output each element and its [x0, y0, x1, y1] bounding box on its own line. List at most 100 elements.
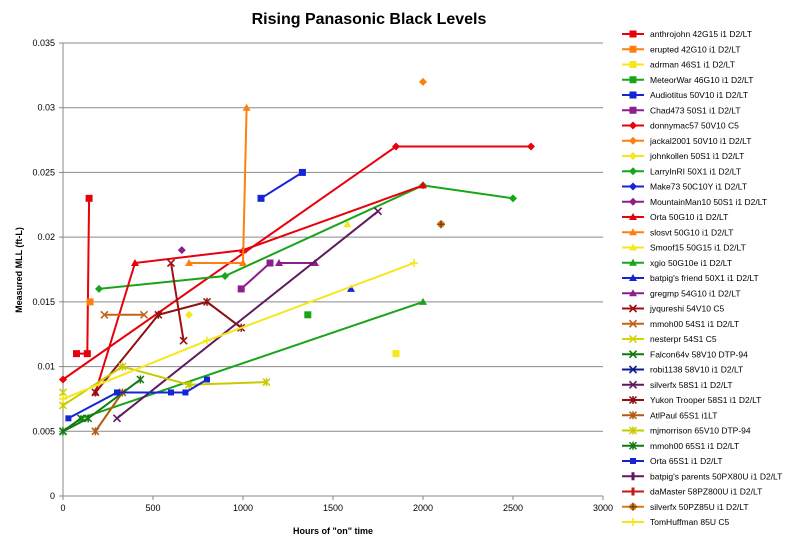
legend-item: daMaster 58PZ800U i1 D2/LT — [622, 487, 762, 497]
legend-label: xgio 50G10e i1 D2/LT — [650, 258, 732, 268]
legend-label: daMaster 58PZ800U i1 D2/LT — [650, 487, 762, 497]
series — [91, 297, 246, 397]
data-point — [84, 414, 93, 423]
legend-item: donnymac57 50V10 C5 — [622, 121, 739, 131]
series — [343, 220, 352, 228]
series — [86, 298, 94, 306]
legend-item: Yukon Trooper 58S1 i1 D2/LT — [622, 395, 761, 405]
legend-marker — [629, 91, 637, 99]
legend-marker — [629, 136, 637, 145]
legend-marker — [629, 274, 637, 281]
series — [73, 194, 93, 358]
data-point — [91, 388, 100, 397]
y-axis-label: Measured MLL (ft-L) — [14, 227, 24, 313]
y-tick-label: 0.005 — [32, 426, 55, 436]
data-point — [275, 259, 283, 267]
data-point — [392, 350, 400, 358]
legend-item: erupted 42G10 i1 D2/LT — [622, 44, 741, 54]
legend-marker — [631, 472, 635, 481]
data-point — [410, 259, 418, 268]
legend-marker — [628, 334, 638, 344]
legend-marker — [629, 243, 637, 251]
data-point — [239, 259, 247, 267]
legend-item: mmoh00 65S1 i1 D2/LT — [622, 441, 739, 451]
data-point — [184, 380, 194, 389]
legend-marker — [629, 106, 637, 114]
data-point — [343, 220, 352, 228]
series-line — [98, 184, 514, 290]
legend-item: jyqureshi 54V10 C5 — [622, 304, 724, 314]
data-point — [203, 336, 211, 345]
series — [347, 284, 355, 292]
data-point — [58, 388, 68, 397]
legend-item: anthrojohn 42G15 i1 D2/LT — [622, 29, 752, 39]
legend-box — [614, 22, 794, 528]
data-point — [437, 220, 445, 229]
data-point — [112, 414, 122, 423]
legend: anthrojohn 42G15 i1 D2/LT erupted 42G10 i… — [622, 29, 782, 527]
data-point — [204, 376, 210, 383]
data-point — [419, 297, 427, 305]
data-point — [237, 285, 245, 293]
legend-marker — [629, 30, 637, 38]
data-point — [65, 415, 72, 422]
marker-cross — [629, 502, 637, 511]
legend-label: mmoh00 65S1 i1 D2/LT — [650, 441, 739, 451]
data-point — [154, 310, 163, 319]
legend-item: MeteorWar 46G10 i1 D2/LT — [622, 75, 753, 85]
y-ticks: 0 0.005 0.01 0.015 0.02 0.025 0.03 0.035 — [32, 38, 63, 501]
legend-label: batpig's parents 50PX80U i1 D2/LT — [650, 471, 782, 481]
legend-item: LarryInRI 50X1 i1 D2/LT — [622, 166, 741, 176]
series-line — [94, 184, 424, 393]
legend-label: adrman 46S1 i1 D2/LT — [650, 60, 735, 70]
data-point — [139, 310, 149, 319]
legend-item: slosvt 50G10 i1 D2/LT — [622, 227, 733, 237]
legend-item: MountainMan10 50S1 i1 D2/LT — [622, 197, 767, 207]
data-point — [266, 259, 274, 267]
legend-label: Orta 50G10 i1 D2/LT — [650, 212, 728, 222]
legend-marker — [629, 76, 637, 84]
data-point — [257, 194, 265, 202]
legend-item: Audiotitus 50V10 i1 D2/LT — [622, 90, 748, 100]
data-point — [136, 375, 145, 384]
data-point — [509, 194, 517, 203]
legend-marker — [629, 61, 637, 68]
grid-lines — [63, 42, 603, 432]
legend-item: batpig's friend 50X1 i1 D2/LT — [622, 273, 759, 283]
legend-marker — [629, 197, 637, 206]
legend-marker — [629, 152, 637, 160]
legend-label: jackal2001 50V10 i1 D2/LT — [649, 136, 751, 146]
data-point — [59, 394, 67, 403]
x-ticks: 0 500 1000 1500 2000 2500 3000 — [60, 496, 613, 513]
data-point — [221, 271, 229, 280]
data-point — [59, 375, 67, 384]
legend-label: Orta 65S1 i1 D2/LT — [650, 456, 723, 466]
legend-item: Make73 50C10Y i1 D2/LT — [622, 182, 747, 192]
legend-label: TomHuffman 85U C5 — [650, 517, 729, 527]
legend-item: mmoh00 54S1 i1 D2/LT — [622, 319, 739, 329]
series — [91, 388, 127, 436]
legend-item: silverfx 58S1 i1 D2/LT — [622, 380, 733, 390]
data-point — [91, 427, 100, 436]
series — [59, 259, 418, 403]
legend-item: silverfx 50PZ85U i1 D2/LT — [622, 502, 749, 512]
legend-item: batpig's parents 50PX80U i1 D2/LT — [622, 471, 782, 481]
legend-item: Chad473 50S1 i1 D2/LT — [622, 105, 741, 115]
legend-marker — [628, 441, 638, 450]
legend-marker — [628, 365, 638, 374]
legend-marker — [630, 458, 636, 464]
series — [237, 259, 274, 293]
legend-item: robi1138 58V10 i1 D2/LT — [622, 365, 743, 375]
series-line — [94, 391, 124, 432]
legend-marker — [628, 411, 638, 420]
legend-marker — [629, 258, 637, 266]
data-point — [168, 389, 174, 396]
legend-marker — [629, 121, 637, 130]
data-point — [202, 297, 212, 306]
data-point — [392, 142, 400, 151]
legend-label: Chad473 50S1 i1 D2/LT — [650, 105, 741, 115]
legend-label: nesterpr 54S1 C5 — [650, 334, 717, 344]
legend-item: Falcon64v 58V10 DTP-94 — [622, 349, 748, 359]
legend-label: Make73 50C10Y i1 D2/LT — [650, 182, 747, 192]
